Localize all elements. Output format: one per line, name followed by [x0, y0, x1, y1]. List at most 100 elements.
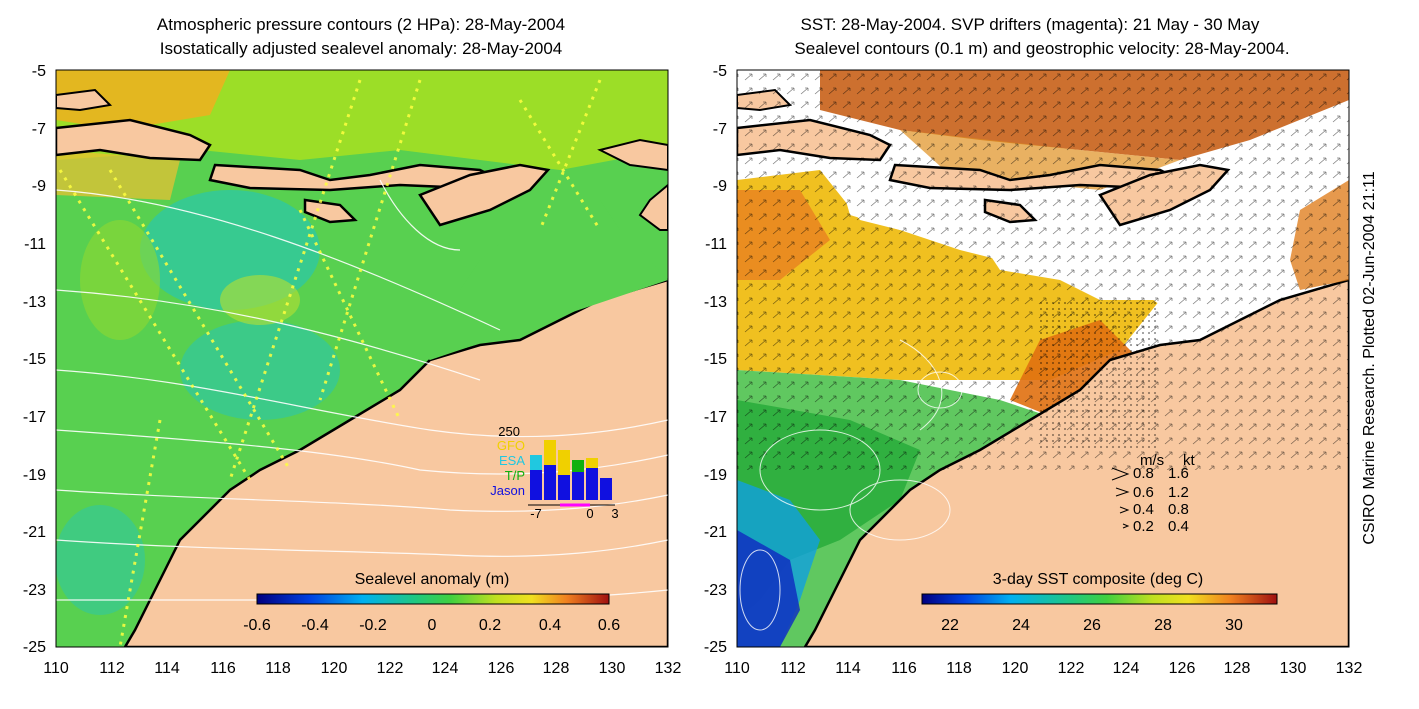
x-tick: 128 — [543, 660, 570, 677]
inset-max-label: 250 — [498, 424, 520, 439]
x-tick: 112 — [99, 660, 125, 677]
inset-x-tick: 3 — [611, 506, 618, 521]
left-y-axis: -5 -7 -9 -11 -13 -15 -17 -19 -21 -23 -25 — [23, 63, 46, 656]
inset-x-tick: 0 — [586, 506, 593, 521]
y-tick: -25 — [704, 639, 727, 656]
velocity-legend-kt: 0.8 — [1168, 501, 1189, 518]
y-tick: -11 — [24, 236, 46, 253]
right-map-area — [737, 70, 1349, 647]
x-tick: 124 — [1113, 660, 1140, 677]
sla-colorbar-label: Sealevel anomaly (m) — [355, 571, 510, 588]
x-tick: 122 — [377, 660, 404, 677]
velocity-legend: m/s kt 0.8 1.6 0.6 1.2 0.4 0.8 0.2 0.4 — [1111, 452, 1196, 535]
altimeter-inset-bars — [530, 440, 612, 500]
velocity-arrow-icon — [1111, 467, 1130, 481]
y-tick: -17 — [23, 409, 46, 426]
y-tick: -15 — [23, 351, 46, 368]
velocity-legend-kt: 1.6 — [1168, 465, 1189, 482]
y-tick: -11 — [705, 236, 727, 253]
sla-colorbar-tick: -0.4 — [301, 617, 329, 634]
x-tick: 116 — [210, 660, 236, 677]
sla-colorbar: Sealevel anomaly (m) -0.6 -0.4 -0.2 0 0.… — [243, 571, 620, 634]
y-tick: -19 — [704, 467, 727, 484]
y-tick: -21 — [704, 524, 727, 541]
sla-colorbar-ramp — [256, 593, 610, 605]
inset-legend-tp: T/P — [505, 468, 525, 483]
x-tick: 132 — [1336, 660, 1363, 677]
y-tick: -23 — [23, 582, 46, 599]
right-title-line1: SST: 28-May-2004. SVP drifters (magenta)… — [801, 15, 1260, 34]
right-x-axis: 110 112 114 116 118 120 122 124 126 128 … — [724, 660, 1362, 677]
sla-colorbar-tick: -0.2 — [359, 617, 387, 634]
sst-colorbar-tick: 28 — [1154, 617, 1172, 634]
x-tick: 116 — [891, 660, 917, 677]
x-tick: 110 — [43, 660, 69, 677]
x-tick: 114 — [835, 660, 861, 677]
sla-colorbar-tick: 0.6 — [598, 617, 620, 634]
inset-legend-esa: ESA — [499, 453, 525, 468]
sst-colorbar-tick: 24 — [1012, 617, 1030, 634]
sst-colorbar-tick: 30 — [1225, 617, 1243, 634]
y-tick: -15 — [704, 351, 727, 368]
right-map-panel: SST: 28-May-2004. SVP drifters (magenta)… — [704, 15, 1378, 677]
velocity-legend-ms: 0.8 — [1133, 465, 1154, 482]
x-tick: 112 — [780, 660, 806, 677]
credit-text: CSIRO Marine Research. Plotted 02-Jun-20… — [1361, 171, 1378, 544]
left-title-line1: Atmospheric pressure contours (2 HPa): 2… — [157, 15, 565, 34]
y-tick: -21 — [23, 524, 46, 541]
x-tick: 132 — [655, 660, 682, 677]
sla-colorbar-tick: -0.6 — [243, 617, 271, 634]
x-tick: 120 — [321, 660, 348, 677]
velocity-arrow-icon — [1122, 523, 1130, 529]
sst-colorbar-label: 3-day SST composite (deg C) — [993, 571, 1203, 588]
y-tick: -7 — [32, 121, 46, 138]
velocity-legend-ms: 0.4 — [1133, 501, 1154, 518]
sla-colorbar-tick: 0.2 — [479, 617, 501, 634]
x-tick: 120 — [1002, 660, 1029, 677]
y-tick: -5 — [32, 63, 46, 80]
sla-colorbar-tick: 0 — [428, 617, 437, 634]
velocity-legend-kt: 1.2 — [1168, 484, 1189, 501]
y-tick: -25 — [23, 639, 46, 656]
x-tick: 118 — [265, 660, 291, 677]
left-map-frame — [55, 69, 669, 648]
x-tick: 124 — [432, 660, 459, 677]
y-tick: -7 — [713, 121, 727, 138]
sst-colorbar-tick: 26 — [1083, 617, 1101, 634]
velocity-legend-ms: 0.6 — [1133, 484, 1154, 501]
left-x-axis: 110 112 114 116 118 120 122 124 126 128 … — [43, 660, 681, 677]
right-map-frame — [736, 69, 1350, 648]
x-tick: 130 — [1280, 660, 1307, 677]
x-tick: 130 — [599, 660, 626, 677]
inset-legend-gfo: GFO — [497, 438, 525, 453]
velocity-legend-header-kt: kt — [1183, 452, 1196, 469]
y-tick: -13 — [23, 294, 46, 311]
velocity-legend-kt: 0.4 — [1168, 518, 1189, 535]
altimeter-inset: 250 GFO ESA T/P Jason -7 0 3 — [490, 424, 618, 521]
x-tick: 126 — [488, 660, 515, 677]
x-tick: 122 — [1058, 660, 1085, 677]
inset-legend-jason: Jason — [490, 483, 525, 498]
x-tick: 128 — [1224, 660, 1251, 677]
y-tick: -13 — [704, 294, 727, 311]
y-tick: -9 — [713, 178, 727, 195]
x-tick: 114 — [154, 660, 180, 677]
sst-colorbar-ramp — [921, 593, 1278, 605]
y-tick: -9 — [32, 178, 46, 195]
x-tick: 126 — [1169, 660, 1196, 677]
x-tick: 118 — [946, 660, 972, 677]
velocity-arrow-icon — [1119, 506, 1130, 514]
y-tick: -17 — [704, 409, 727, 426]
x-tick: 110 — [724, 660, 750, 677]
left-map-area — [56, 70, 668, 647]
y-tick: -5 — [713, 63, 727, 80]
inset-x-tick: -7 — [530, 506, 542, 521]
y-tick: -23 — [704, 582, 727, 599]
sla-colorbar-tick: 0.4 — [539, 617, 561, 634]
velocity-legend-header-ms: m/s — [1140, 452, 1164, 469]
sst-colorbar: 3-day SST composite (deg C) 22 24 26 28 … — [921, 571, 1278, 634]
left-title-line2: Isostatically adjusted sealevel anomaly:… — [160, 39, 563, 58]
right-title-line2: Sealevel contours (0.1 m) and geostrophi… — [794, 39, 1289, 58]
right-y-axis: -5 -7 -9 -11 -13 -15 -17 -19 -21 -23 -25 — [704, 63, 727, 656]
